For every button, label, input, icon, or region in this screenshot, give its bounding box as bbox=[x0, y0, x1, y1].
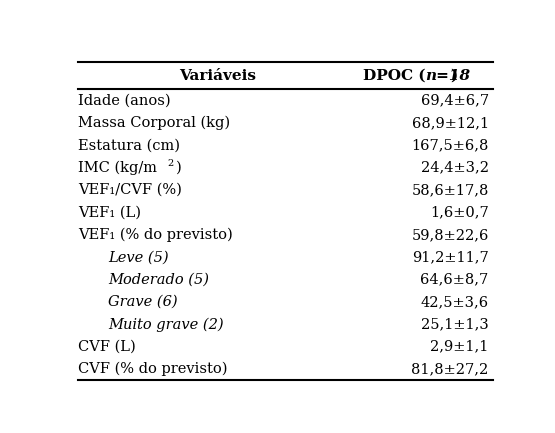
Text: 58,6±17,8: 58,6±17,8 bbox=[411, 183, 489, 197]
Text: 42,5±3,6: 42,5±3,6 bbox=[421, 295, 489, 309]
Text: ): ) bbox=[450, 69, 457, 83]
Text: DPOC (: DPOC ( bbox=[363, 69, 425, 83]
Text: ): ) bbox=[176, 161, 182, 174]
Text: 2,9±1,1: 2,9±1,1 bbox=[430, 340, 489, 354]
Text: Moderado (5): Moderado (5) bbox=[108, 273, 209, 287]
Text: Muito grave (2): Muito grave (2) bbox=[108, 317, 224, 332]
Text: VEF₁/CVF (%): VEF₁/CVF (%) bbox=[78, 183, 182, 197]
Text: CVF (% do previsto): CVF (% do previsto) bbox=[78, 362, 228, 376]
Text: Idade (anos): Idade (anos) bbox=[78, 94, 170, 107]
Text: VEF₁ (L): VEF₁ (L) bbox=[78, 205, 141, 220]
Text: 1,6±0,7: 1,6±0,7 bbox=[430, 205, 489, 220]
Text: 69,4±6,7: 69,4±6,7 bbox=[421, 94, 489, 107]
Text: 81,8±27,2: 81,8±27,2 bbox=[411, 362, 489, 376]
Text: 68,9±12,1: 68,9±12,1 bbox=[412, 116, 489, 130]
Text: Estatura (cm): Estatura (cm) bbox=[78, 138, 180, 152]
Text: 2: 2 bbox=[168, 159, 174, 168]
Text: Grave (6): Grave (6) bbox=[108, 295, 178, 309]
Text: n=18: n=18 bbox=[425, 69, 471, 83]
Text: 167,5±6,8: 167,5±6,8 bbox=[411, 138, 489, 152]
Text: Massa Corporal (kg): Massa Corporal (kg) bbox=[78, 116, 230, 130]
Text: CVF (L): CVF (L) bbox=[78, 340, 136, 354]
Text: 25,1±1,3: 25,1±1,3 bbox=[421, 317, 489, 331]
Text: Leve (5): Leve (5) bbox=[108, 250, 169, 264]
Text: 24,4±3,2: 24,4±3,2 bbox=[421, 161, 489, 174]
Text: 91,2±11,7: 91,2±11,7 bbox=[412, 250, 489, 264]
Text: IMC (kg/m: IMC (kg/m bbox=[78, 161, 157, 175]
Text: Variáveis: Variáveis bbox=[179, 69, 256, 83]
Text: VEF₁ (% do previsto): VEF₁ (% do previsto) bbox=[78, 228, 233, 242]
Text: 64,6±8,7: 64,6±8,7 bbox=[421, 273, 489, 287]
Text: 59,8±22,6: 59,8±22,6 bbox=[411, 228, 489, 242]
